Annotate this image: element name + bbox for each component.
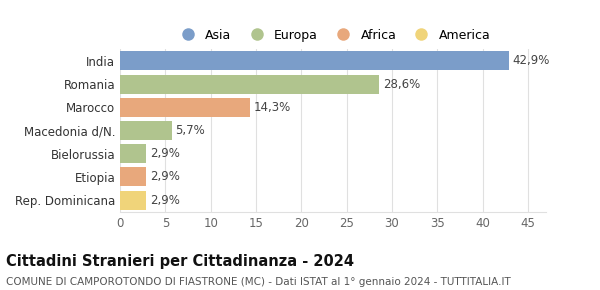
Text: 42,9%: 42,9% [512, 55, 550, 67]
Text: Cittadini Stranieri per Cittadinanza - 2024: Cittadini Stranieri per Cittadinanza - 2… [6, 254, 354, 269]
Bar [120, 167, 146, 186]
Text: 2,9%: 2,9% [150, 194, 180, 206]
Text: 5,7%: 5,7% [175, 124, 205, 137]
Text: 2,9%: 2,9% [150, 147, 180, 160]
Text: COMUNE DI CAMPOROTONDO DI FIASTRONE (MC) - Dati ISTAT al 1° gennaio 2024 - TUTTI: COMUNE DI CAMPOROTONDO DI FIASTRONE (MC)… [6, 277, 511, 287]
Text: 14,3%: 14,3% [253, 101, 290, 114]
Text: 2,9%: 2,9% [150, 171, 180, 183]
Bar [120, 98, 250, 117]
Bar [120, 121, 172, 140]
Bar [120, 144, 146, 163]
Legend: Asia, Europa, Africa, America: Asia, Europa, Africa, America [173, 26, 493, 44]
Bar [120, 75, 379, 94]
Bar [120, 191, 146, 210]
Bar [120, 51, 509, 70]
Text: 28,6%: 28,6% [383, 78, 420, 90]
